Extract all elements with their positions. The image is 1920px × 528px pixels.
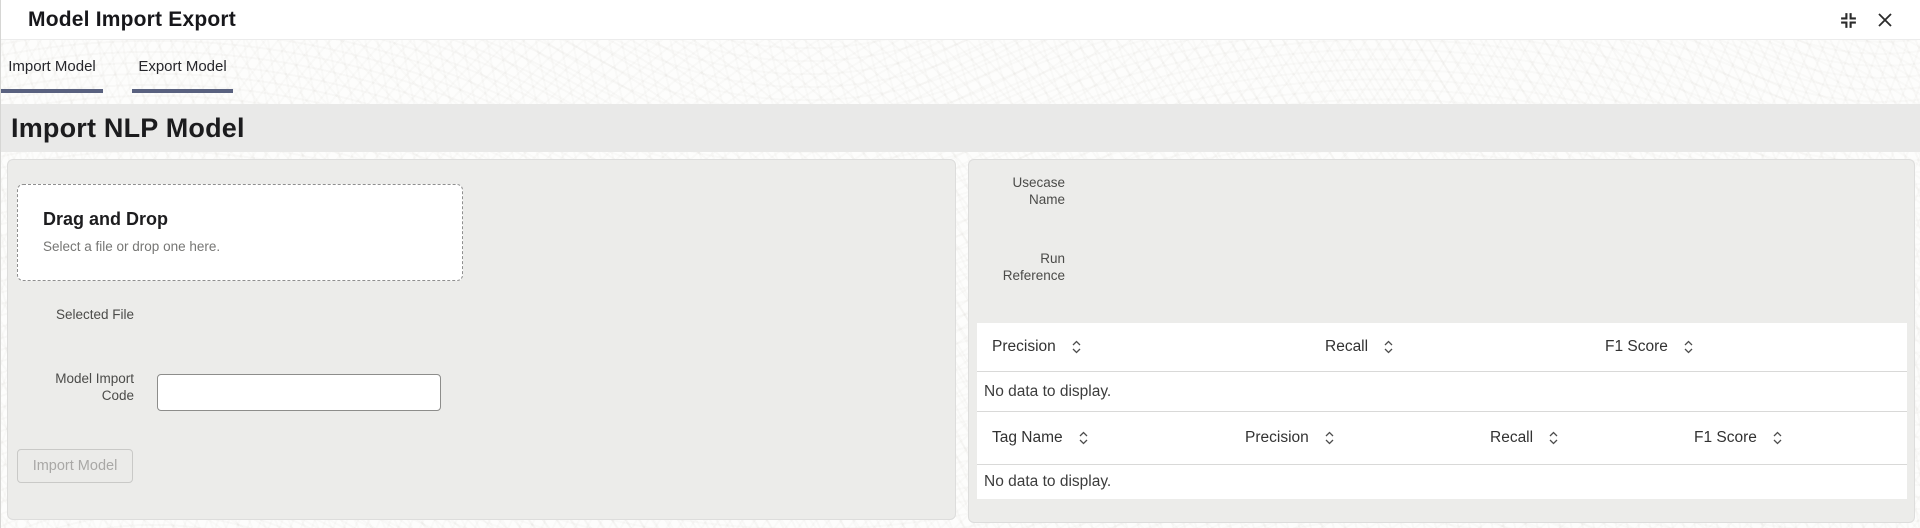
tab-import-model-underline — [1, 89, 103, 93]
overall-metrics-table: Precision Recall — [977, 323, 1907, 412]
sort-icon[interactable] — [1078, 430, 1089, 446]
page-title: Import NLP Model — [11, 112, 245, 143]
column-header-recall[interactable]: Recall — [1490, 412, 1559, 464]
metrics-panel: Usecase Name Run Reference Precision — [968, 159, 1915, 523]
sort-icon[interactable] — [1548, 430, 1559, 446]
tab-export-model[interactable]: Export Model — [132, 40, 233, 93]
tag-metrics-empty-row: No data to display. — [984, 473, 1112, 490]
tag-metrics-header-row: Tag Name Precision — [977, 412, 1907, 465]
column-header-precision[interactable]: Precision — [1245, 412, 1335, 464]
column-header-tag-name[interactable]: Tag Name — [992, 412, 1089, 464]
sort-icon[interactable] — [1383, 339, 1394, 355]
tag-metrics-table: Tag Name Precision — [977, 412, 1907, 499]
column-header-f1-score[interactable]: F1 Score — [1605, 323, 1694, 371]
exit-fullscreen-icon[interactable] — [1838, 10, 1858, 30]
file-dropzone[interactable]: Drag and Drop Select a file or drop one … — [17, 184, 463, 281]
model-import-code-label: Model Import Code — [55, 371, 134, 403]
import-model-button[interactable]: Import Model — [17, 449, 133, 483]
dropzone-subtitle: Select a file or drop one here. — [43, 239, 221, 254]
selected-file-label: Selected File — [55, 307, 134, 322]
import-form-panel: Drag and Drop Select a file or drop one … — [7, 159, 956, 520]
sort-icon[interactable] — [1071, 339, 1082, 355]
section-header: Import NLP Model — [1, 104, 1920, 152]
overall-metrics-header-row: Precision Recall — [977, 323, 1907, 372]
tab-bar: Import Model Export Model — [1, 40, 1920, 104]
run-reference-label: Run Reference — [1002, 251, 1065, 283]
model-import-code-input[interactable] — [157, 374, 441, 411]
tab-export-model-underline — [132, 89, 233, 93]
dropzone-title: Drag and Drop — [43, 209, 169, 229]
tab-import-model[interactable]: Import Model — [1, 40, 103, 93]
column-header-recall[interactable]: Recall — [1325, 323, 1394, 371]
sort-icon[interactable] — [1324, 430, 1335, 446]
tab-export-model-label: Export Model — [138, 58, 227, 75]
usecase-name-label: Usecase Name — [1012, 175, 1065, 207]
close-icon[interactable] — [1875, 10, 1895, 30]
column-header-f1-score[interactable]: F1 Score — [1694, 412, 1783, 464]
window-controls — [1838, 0, 1895, 40]
window-titlebar: Model Import Export — [1, 0, 1920, 40]
window-title: Model Import Export — [28, 7, 236, 31]
sort-icon[interactable] — [1683, 339, 1694, 355]
sort-icon[interactable] — [1772, 430, 1783, 446]
tab-import-model-label: Import Model — [8, 58, 96, 75]
column-header-precision[interactable]: Precision — [992, 323, 1082, 371]
overall-metrics-empty-row: No data to display. — [977, 372, 1907, 412]
metrics-tables: Precision Recall — [977, 323, 1907, 499]
